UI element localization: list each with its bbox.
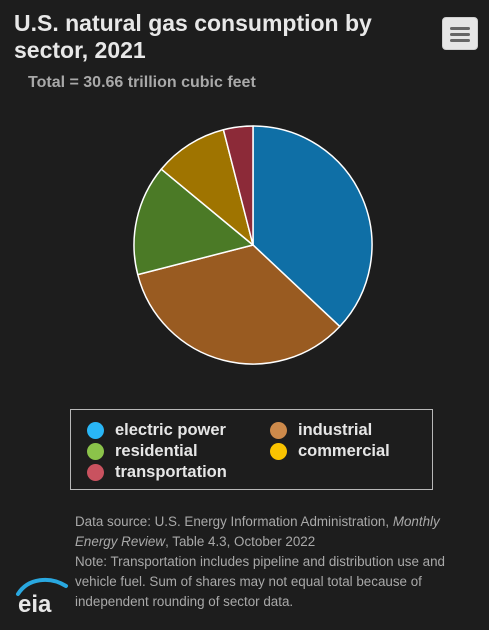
legend-item-residential[interactable]: residential xyxy=(87,442,198,461)
legend-label: residential xyxy=(115,442,198,460)
data-source-note: Data source: U.S. Energy Information Adm… xyxy=(75,512,480,552)
legend-dot xyxy=(87,443,104,460)
pie-slice-industrial[interactable] xyxy=(136,244,341,365)
legend-dot xyxy=(87,422,104,439)
legend-item-transportation[interactable]: transportation xyxy=(87,463,227,482)
legend-label: transportation xyxy=(115,463,227,481)
chart-menu-button[interactable] xyxy=(442,17,478,50)
hamburger-menu-icon-bar xyxy=(450,39,470,42)
legend-dot xyxy=(270,422,287,439)
legend-item-commercial[interactable]: commercial xyxy=(270,442,390,461)
legend-item-industrial[interactable]: industrial xyxy=(270,421,372,440)
legend-dot xyxy=(270,443,287,460)
legend-label: commercial xyxy=(298,442,390,460)
chart-title: U.S. natural gas consumption by sector, … xyxy=(14,10,372,63)
source-publication: Monthly Energy Review xyxy=(75,514,440,549)
source-suffix: , Table 4.3, October 2022 xyxy=(165,534,316,549)
legend-dot xyxy=(87,464,104,481)
pie-chart xyxy=(133,125,373,365)
hamburger-menu-icon xyxy=(450,27,470,30)
legend-label: electric power xyxy=(115,421,226,439)
chart-subtitle: Total = 30.66 trillion cubic feet xyxy=(28,74,256,91)
eia-logo-icon[interactable]: eia xyxy=(14,574,70,618)
pie-slice-electric-power[interactable] xyxy=(252,125,373,328)
pie-slice-residential[interactable] xyxy=(133,168,254,276)
legend-label: industrial xyxy=(298,421,373,439)
legend-item-electric-power[interactable]: electric power xyxy=(87,421,226,440)
logo-swoosh xyxy=(16,577,68,596)
logo-text: eia xyxy=(18,591,52,618)
transportation-note: Note: Transportation includes pipeline a… xyxy=(75,554,445,609)
chart-legend: electric power industrial residential co… xyxy=(70,409,433,490)
pie-slice-transportation[interactable] xyxy=(222,125,254,246)
source-prefix: Data source: U.S. Energy Information Adm… xyxy=(75,514,393,529)
chart-footnote: Data source: U.S. Energy Information Adm… xyxy=(75,512,480,612)
hamburger-menu-icon-bar xyxy=(450,33,470,36)
